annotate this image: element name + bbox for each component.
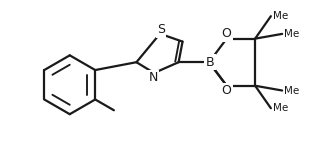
Text: Me: Me <box>273 103 288 113</box>
Text: B: B <box>206 56 214 69</box>
Text: Me: Me <box>284 29 299 39</box>
Text: Me: Me <box>284 86 299 96</box>
Text: N: N <box>149 71 158 84</box>
Text: S: S <box>157 23 165 36</box>
Text: O: O <box>222 27 232 40</box>
Text: Me: Me <box>273 11 288 21</box>
Text: O: O <box>222 84 232 97</box>
